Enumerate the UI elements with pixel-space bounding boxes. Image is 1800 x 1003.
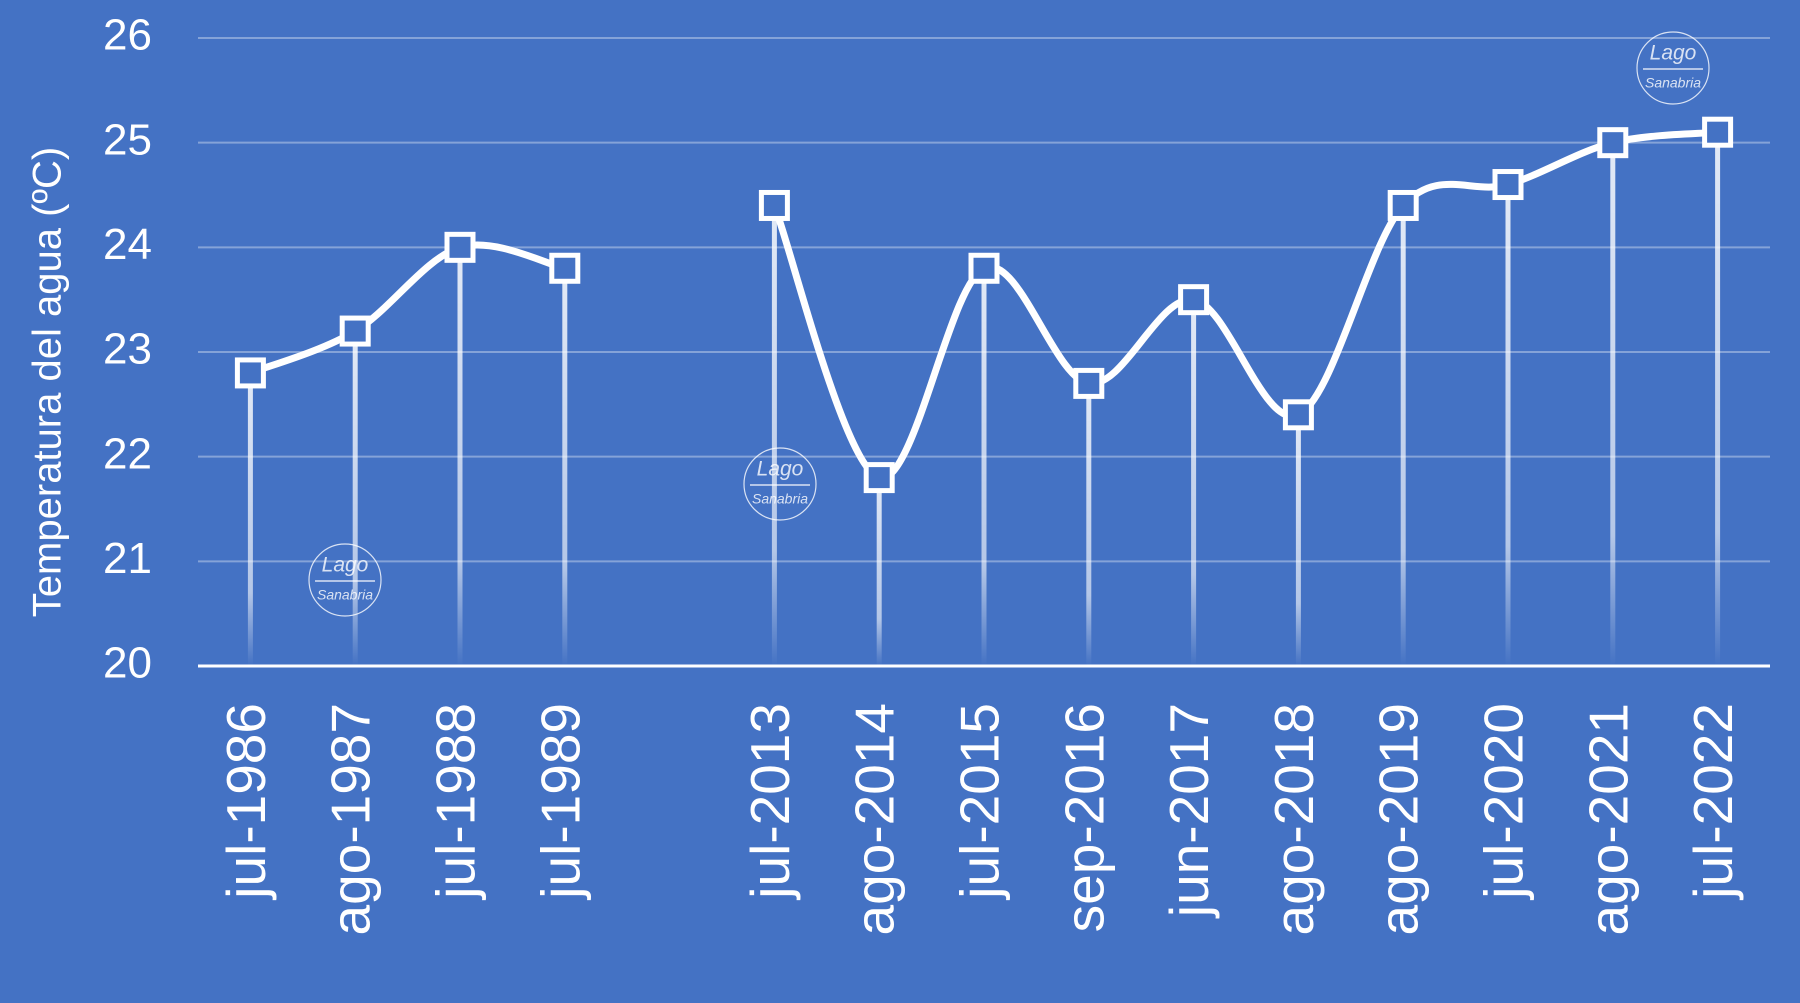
drop-line	[1505, 184, 1511, 667]
x-tick-label: jul-1988	[425, 703, 487, 901]
watermark: Lago Sanabria	[1636, 31, 1710, 105]
drop-line	[1715, 132, 1721, 666]
watermark-circle	[743, 447, 817, 521]
marker	[758, 189, 790, 221]
x-tick-label: ago-1987	[320, 703, 382, 935]
marker	[444, 231, 476, 263]
drop-line	[981, 268, 987, 666]
x-tick-label: ago-2021	[1577, 703, 1639, 935]
y-tick-label: 22	[103, 429, 152, 478]
watermark-text: Lago	[322, 554, 369, 577]
marker	[968, 252, 1000, 284]
x-tick-label: jul-2020	[1473, 703, 1535, 901]
watermark-text: Sanabria	[317, 587, 373, 603]
watermark-text: Lago	[757, 458, 804, 481]
watermark-text: Sanabria	[1645, 75, 1701, 91]
y-tick-label: 23	[103, 325, 152, 374]
x-tick-label: ago-2019	[1368, 703, 1430, 935]
y-axis-title: Temperatura del agua (ºC)	[26, 147, 70, 617]
drop-line	[562, 268, 568, 666]
marker	[1387, 189, 1419, 221]
marker	[1282, 399, 1314, 431]
marker	[1492, 169, 1524, 201]
y-tick-label: 24	[103, 220, 152, 269]
drop-line	[247, 372, 253, 666]
marker	[1178, 284, 1210, 316]
marker	[234, 357, 266, 389]
marker	[549, 252, 581, 284]
x-tick-label: ago-2018	[1263, 703, 1325, 935]
watermark-circle	[308, 543, 382, 617]
watermark-text: Sanabria	[752, 491, 808, 507]
x-tick-label: jun-2017	[1158, 703, 1220, 919]
line	[249, 241, 566, 377]
y-tick-label: 26	[103, 11, 152, 60]
x-tick-label: jul-2022	[1682, 703, 1744, 901]
y-tick-label: 20	[103, 639, 152, 688]
drop-line	[1610, 142, 1616, 666]
drop-line	[876, 477, 882, 666]
x-tick-label: jul-2015	[949, 703, 1011, 901]
marker	[1702, 116, 1734, 148]
watermark-text: Lago	[1650, 42, 1697, 65]
watermark: Lago Sanabria	[743, 447, 817, 521]
x-tick-label: jul-1989	[529, 703, 591, 901]
marker	[339, 315, 371, 347]
drop-line	[1086, 383, 1092, 666]
x-tick-label: jul-2013	[739, 703, 801, 901]
x-tick-label: sep-2016	[1053, 703, 1115, 932]
drop-line	[1191, 299, 1197, 666]
marker	[1073, 367, 1105, 399]
x-tick-label: jul-1986	[215, 703, 277, 901]
marker	[863, 462, 895, 494]
drop-line	[771, 205, 777, 666]
y-tick-label: 25	[103, 115, 152, 164]
x-tick-label: ago-2014	[844, 703, 906, 935]
watermark-circle	[1636, 31, 1710, 105]
marker	[1597, 127, 1629, 159]
y-tick-label: 21	[103, 534, 152, 583]
drop-line	[352, 331, 358, 666]
drop-line	[1295, 414, 1301, 666]
drop-line	[1400, 205, 1406, 666]
drop-line	[457, 247, 463, 667]
